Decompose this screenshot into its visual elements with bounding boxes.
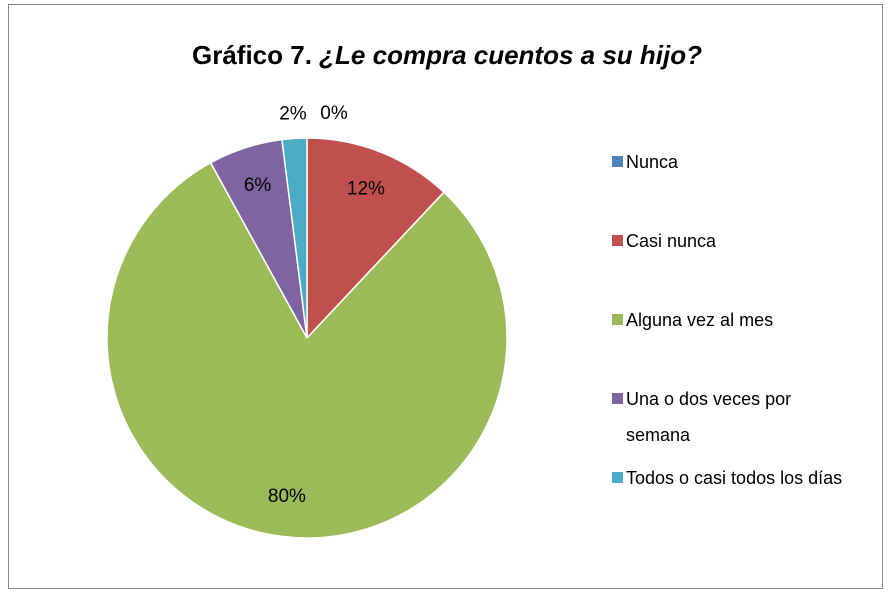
data-label: 80%: [268, 486, 306, 507]
legend-label: Casi nunca: [626, 231, 717, 251]
data-label: 6%: [244, 175, 272, 196]
pie-slice: [306, 137, 445, 340]
title-question: ¿Le compra cuentos a su hijo?: [319, 40, 702, 70]
legend-swatch: [612, 156, 623, 167]
legend-item: Nunca: [612, 144, 854, 180]
chart-title: Gráfico 7. ¿Le compra cuentos a su hijo?: [192, 40, 702, 70]
data-label: 12%: [347, 178, 385, 199]
legend-item: Alguna vez al mes: [612, 302, 854, 338]
chart-frame: [8, 4, 883, 589]
legend-label: Una o dos veces por semana: [626, 389, 792, 445]
pie-slice: [281, 137, 308, 339]
legend-label: Nunca: [626, 152, 679, 172]
title-label: Gráfico 7.: [192, 40, 312, 70]
legend-swatch: [612, 472, 623, 483]
pie-slice: [106, 161, 508, 539]
legend-swatch: [612, 314, 623, 325]
data-label: 2%: [279, 103, 307, 124]
legend-label: Todos o casi todos los días: [626, 468, 843, 488]
legend-swatch: [612, 393, 623, 404]
legend-label: Alguna vez al mes: [626, 310, 774, 330]
legend-swatch: [612, 235, 623, 246]
legend-item: Una o dos veces por semana: [612, 381, 854, 453]
data-label: 0%: [320, 103, 348, 124]
legend-item: Todos o casi todos los días: [612, 460, 854, 496]
legend-item: Casi nunca: [612, 223, 854, 259]
